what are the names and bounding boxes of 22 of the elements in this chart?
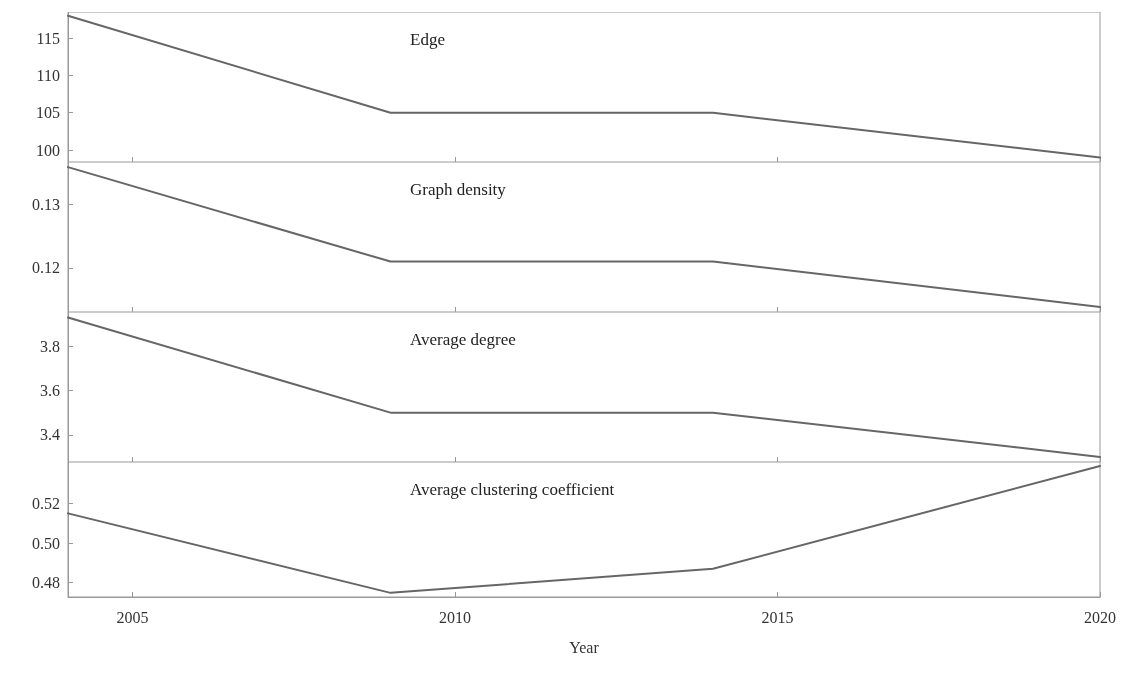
- y-tick-label: 0.12: [32, 259, 60, 277]
- text: Graph density: [410, 180, 507, 199]
- y-tick-label: 3.8: [40, 337, 60, 355]
- x-tick-label: 2015: [761, 608, 794, 626]
- y-tick-label: 3.6: [40, 382, 60, 400]
- y-tick-label: 0.52: [32, 495, 60, 513]
- y-tick-label: 0.13: [32, 195, 60, 213]
- y-tick-label: 115: [36, 29, 60, 47]
- y-tick-label: 110: [36, 66, 60, 84]
- y-tick-label: 0.50: [32, 534, 60, 552]
- x-tick-label: 2005: [116, 608, 149, 626]
- text: Edge: [410, 30, 445, 49]
- text: Average clustering coefficient: [410, 480, 615, 499]
- text: Average degree: [410, 330, 516, 349]
- line-series: [67, 464, 1101, 594]
- y-tick-label: 0.48: [32, 574, 60, 592]
- x-tick-label: 2020: [1084, 608, 1116, 626]
- x-tick-label: 2010: [439, 608, 471, 626]
- y-tick-label: 3.4: [40, 426, 60, 444]
- y-tick-label: 105: [36, 104, 60, 122]
- x-axis-title: Year: [569, 638, 600, 656]
- y-tick-label: 100: [36, 141, 60, 159]
